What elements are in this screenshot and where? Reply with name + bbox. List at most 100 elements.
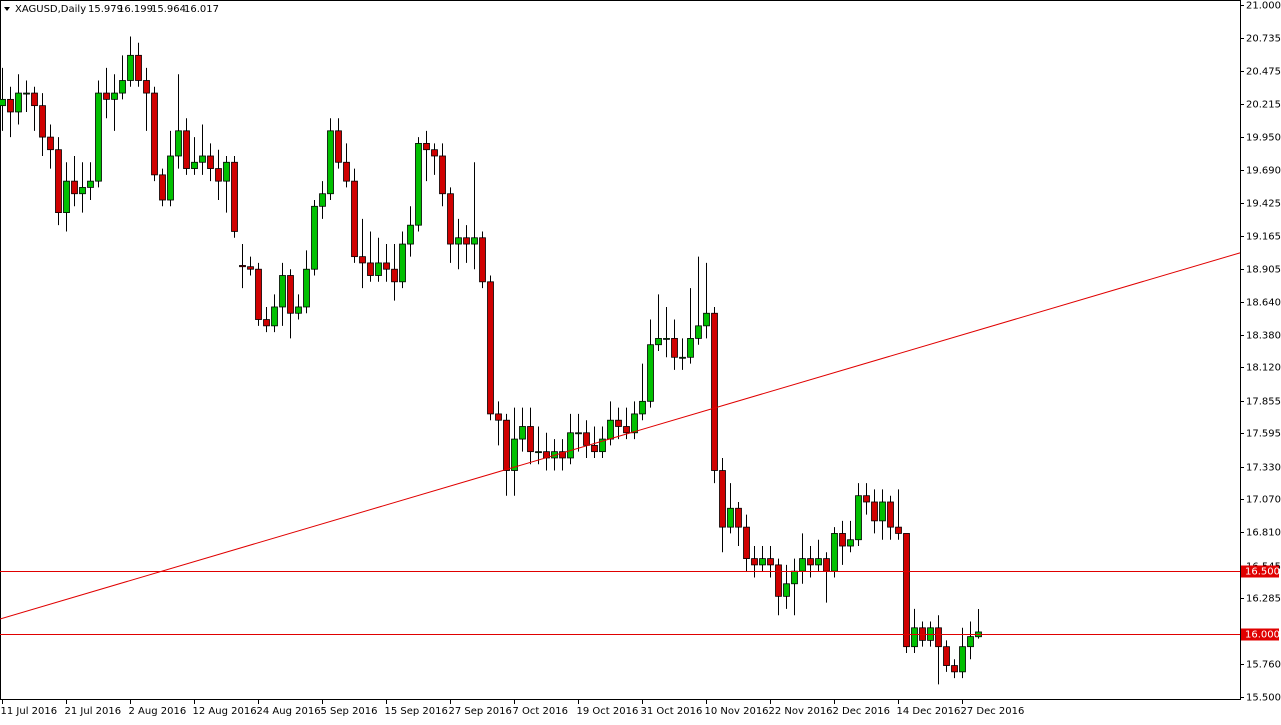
candle-body: [351, 180, 358, 258]
x-tick-label: 31 Oct 2016: [641, 706, 703, 717]
y-tick-label: 17.070: [1246, 495, 1281, 506]
candle-body: [271, 306, 278, 327]
x-tick-label: 21 Jul 2016: [65, 706, 122, 717]
y-tick-label: 20.215: [1246, 100, 1281, 111]
candle-body: [223, 161, 230, 182]
ohlc-high: 16.199: [118, 4, 153, 15]
candle-body: [255, 268, 262, 320]
candle-body: [135, 54, 142, 81]
candle-body: [167, 155, 174, 201]
candle-body: [143, 80, 150, 94]
x-tick-label: 5 Sep 2016: [321, 706, 378, 717]
x-tick-label: 11 Jul 2016: [1, 706, 58, 717]
candle-body: [831, 533, 838, 572]
candle-body: [295, 306, 302, 314]
candle-body: [335, 130, 342, 163]
x-tick-label: 22 Nov 2016: [769, 706, 833, 717]
candle-body: [343, 161, 350, 182]
trend-line: [0, 252, 1241, 620]
candle-body: [327, 130, 334, 195]
candle-body: [71, 180, 78, 195]
y-tick-label: 16.285: [1246, 594, 1281, 605]
chart-title: XAGUSD,Daily: [15, 4, 86, 15]
y-tick-label: 18.640: [1246, 298, 1281, 309]
candle-body: [567, 432, 574, 459]
y-tick-label: 20.475: [1246, 67, 1281, 78]
candle-body: [519, 426, 526, 440]
candle-body: [247, 266, 254, 270]
candle-body: [7, 98, 14, 113]
y-tick-label: 19.690: [1246, 166, 1281, 177]
x-tick-label: 2 Dec 2016: [833, 706, 891, 717]
candle-body: [311, 205, 318, 270]
y-tick-label: 17.330: [1246, 463, 1281, 474]
ohlc-close: 16.017: [184, 4, 219, 15]
candle-body: [847, 539, 854, 547]
candle-body: [591, 444, 598, 453]
candle-body: [103, 92, 110, 100]
y-tick-label: 16.810: [1246, 528, 1281, 539]
candle-body: [719, 470, 726, 528]
candle-body: [39, 105, 46, 138]
candle-body: [895, 526, 902, 534]
x-tick-label: 12 Aug 2016: [193, 706, 257, 717]
candle-body: [151, 92, 158, 176]
candle-body: [215, 168, 222, 182]
candle-body: [367, 262, 374, 276]
candle-body: [127, 54, 134, 81]
candle-body: [743, 526, 750, 559]
y-tick-label: 18.905: [1246, 265, 1281, 276]
price-label-bg: [1241, 565, 1279, 578]
candle-body: [663, 338, 670, 340]
candle-body: [455, 237, 462, 245]
y-tick-label: 17.595: [1246, 429, 1281, 440]
candle-body: [727, 507, 734, 528]
candle-body: [871, 501, 878, 522]
candle-body: [903, 533, 910, 648]
y-tick-label: 15.760: [1246, 660, 1281, 671]
candle-body: [767, 558, 774, 566]
candle-body: [471, 237, 478, 245]
candle-body: [79, 187, 86, 195]
candle-body: [183, 130, 190, 169]
price-label: 16.500: [1245, 567, 1280, 578]
candle-body: [751, 558, 758, 566]
candle-body: [775, 564, 782, 597]
y-tick-label: 17.855: [1246, 397, 1281, 408]
candle-body: [31, 92, 38, 107]
candle-body: [679, 356, 686, 359]
candle-body: [15, 92, 22, 113]
menu-icon: [4, 7, 10, 11]
candle-body: [447, 193, 454, 245]
candle-body: [607, 419, 614, 440]
candle-body: [95, 92, 102, 182]
candle-body: [815, 558, 822, 566]
ohlc-open: 15.979: [88, 4, 123, 15]
candle-body: [463, 237, 470, 245]
y-tick-label: 19.165: [1246, 232, 1281, 243]
candle-body: [119, 80, 126, 94]
candle-body: [47, 136, 54, 151]
candle-body: [375, 262, 382, 276]
candle-body: [391, 268, 398, 283]
candle-body: [495, 413, 502, 421]
candle-body: [695, 325, 702, 339]
candle-body: [439, 155, 446, 195]
x-tick-label: 2 Aug 2016: [129, 706, 187, 717]
candle-body: [175, 130, 182, 157]
candle-body: [959, 646, 966, 673]
candle-body: [535, 451, 542, 454]
y-tick-label: 20.735: [1246, 34, 1281, 45]
candle-body: [671, 338, 678, 358]
candle-body: [487, 281, 494, 415]
price-label-bg: [1241, 628, 1279, 641]
candle-body: [839, 533, 846, 547]
candle-body: [527, 426, 534, 453]
plot-frame: [0, 0, 1241, 700]
candle-body: [615, 419, 622, 427]
candle-body: [783, 583, 790, 597]
candle-body: [791, 570, 798, 585]
y-tick-label: 15.500: [1246, 693, 1281, 704]
